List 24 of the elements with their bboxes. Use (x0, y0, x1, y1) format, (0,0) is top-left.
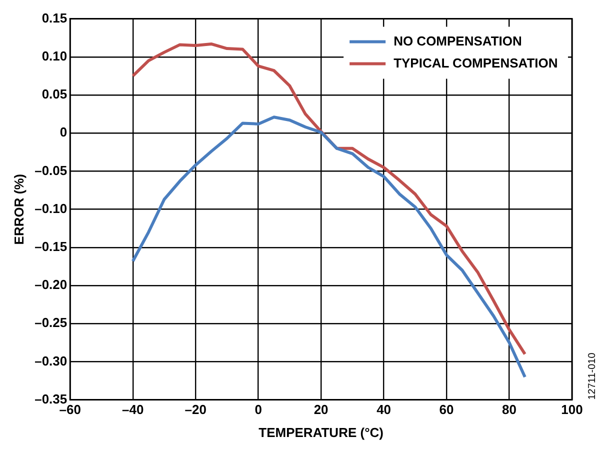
legend-label: NO COMPENSATION (394, 33, 522, 48)
y-axis-title: ERROR (%) (11, 174, 26, 245)
x-tick-label: 100 (561, 402, 583, 418)
text: 12711-010 (586, 352, 598, 400)
y-tick-label: 0.10 (42, 48, 68, 64)
y-tick-label: –0.25 (34, 315, 68, 330)
y-tick-label: –0.05 (34, 162, 68, 178)
y-tick-label: –0.20 (34, 277, 68, 292)
legend-label: TYPICAL COMPENSATION (394, 55, 558, 70)
x-axis-title: TEMPERATURE (°C) (258, 424, 384, 440)
y-tick-label: 0.15 (42, 10, 68, 26)
x-tick-label: –40 (122, 402, 144, 418)
x-tick-label: 20 (314, 402, 328, 418)
y-tick-label: –0.15 (34, 238, 68, 254)
y-tick-label: –0.30 (34, 353, 68, 368)
x-tick-label: 0 (254, 402, 262, 418)
x-tick-label: 60 (439, 402, 454, 418)
y-tick-label: 0 (60, 124, 68, 140)
x-tick-label: 40 (376, 402, 392, 418)
y-tick-label: 0.05 (42, 86, 68, 102)
x-tick-label: –20 (184, 402, 206, 418)
x-tick-label: 80 (502, 402, 516, 418)
y-tick-label: –0.10 (34, 200, 68, 216)
y-tick-label: –0.35 (34, 391, 68, 406)
